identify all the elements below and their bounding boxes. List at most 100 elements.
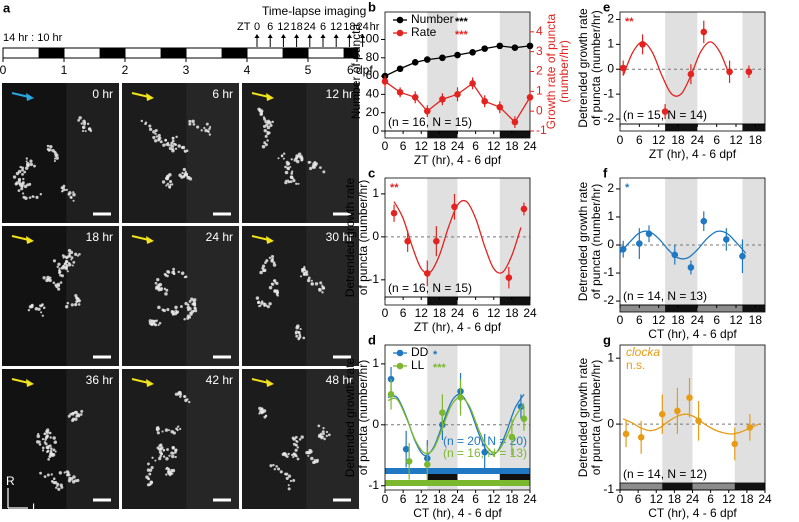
puncta [165,142,169,146]
data-point [481,97,488,105]
data-point [526,93,534,101]
data-point [411,59,419,66]
puncta [26,183,30,187]
data-point [433,237,440,245]
puncta [158,321,162,325]
data-point [405,458,413,465]
puncta [157,305,161,310]
puncta [161,180,166,184]
x-tick-label: 0 [617,313,624,327]
puncta [289,479,293,483]
puncta [192,299,195,302]
puncta [181,145,186,150]
puncta [74,479,78,483]
puncta [269,123,273,127]
puncta [168,186,172,189]
puncta [41,314,44,317]
puncta [48,444,52,448]
puncta [285,476,289,480]
y-axis-label: Detrended growth rate [343,177,357,297]
puncta [192,122,196,126]
data-point [731,440,739,448]
y-tick-label: -1 [603,482,614,496]
dark-period [742,178,765,305]
puncta [260,300,264,303]
arrow [251,92,270,98]
x-tick-label: 0 [382,306,389,320]
x-tick-label: 18 [671,313,685,327]
x-tick-label: 24 [451,492,465,506]
puncta [190,312,193,315]
legend-marker [396,29,404,37]
puncta [318,287,321,291]
puncta [72,191,75,194]
puncta [285,472,289,476]
axis-label: R [6,474,15,488]
x-tick-label: 12 [729,313,743,327]
puncta [36,440,40,444]
zt-arrowhead [360,34,366,38]
x-tick-label: 18 [749,133,763,147]
data-point [687,70,695,78]
puncta [80,122,83,125]
timelapse-title: Time-lapse imaging [262,4,366,18]
puncta [65,267,68,271]
puncta [86,122,90,126]
puncta [48,455,52,458]
puncta [260,407,264,411]
puncta [174,448,178,452]
x-tick-label: 6 [635,492,642,506]
y-tick-label: -1 [368,478,379,492]
puncta [262,124,267,129]
puncta [310,279,313,282]
data-point [526,42,534,50]
x-tick-label: 0 [382,139,389,153]
puncta [47,149,51,152]
puncta [46,446,50,450]
puncta [171,183,174,186]
arrowhead [146,236,154,244]
puncta [292,456,295,459]
puncta [56,265,59,269]
legend-label: LL [411,358,425,372]
puncta [298,331,301,334]
puncta [296,457,300,461]
puncta [166,448,169,451]
condition-dark [427,131,458,138]
puncta [66,301,70,305]
y-tick-label: 80 [366,50,380,64]
puncta [286,167,290,171]
puncta [186,316,190,320]
legend-stars: *** [455,29,469,41]
puncta [175,135,178,139]
arrow [131,92,150,98]
x-tick-label: 24 [686,492,700,506]
puncta [262,302,266,305]
y-tick-label: 1 [372,186,379,200]
fit-curve [622,413,760,435]
y-tick-label: -1 [603,86,614,100]
puncta [49,145,53,149]
puncta [321,291,324,294]
puncta [40,311,43,314]
puncta [46,473,50,477]
puncta [327,433,331,437]
puncta [166,175,170,178]
day-unit: dpf [356,63,373,77]
puncta [49,276,52,279]
puncta [26,163,29,167]
puncta [188,400,191,404]
puncta [41,438,45,441]
puncta [23,170,27,174]
puncta [292,478,296,482]
arrow [11,235,30,241]
genotype: clocka [626,345,660,359]
puncta [285,179,288,182]
arrowhead [146,379,154,387]
puncta [190,297,194,301]
data-point [454,91,461,98]
puncta [154,281,158,285]
data-point [439,409,446,416]
puncta [67,262,71,265]
x-axis-label: ZT (hr), 4 - 6 dpf [414,153,502,167]
